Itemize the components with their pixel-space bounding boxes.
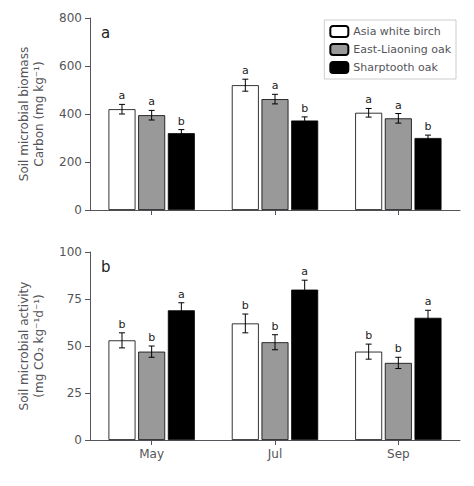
svg-text:a: a [242, 64, 249, 77]
svg-text:May: May [139, 447, 164, 461]
svg-text:100: 100 [59, 245, 82, 259]
svg-text:25: 25 [67, 386, 82, 400]
svg-text:a: a [178, 288, 185, 301]
svg-text:Jul: Jul [267, 447, 282, 461]
svg-text:b: b [101, 258, 111, 276]
svg-text:b: b [178, 115, 185, 128]
svg-text:b: b [118, 318, 125, 331]
svg-text:Sharptooth oak: Sharptooth oak [353, 61, 438, 74]
svg-text:b: b [148, 331, 155, 344]
svg-text:800: 800 [59, 11, 82, 25]
svg-text:(mg CO₂ kg⁻¹d⁻¹): (mg CO₂ kg⁻¹d⁻¹) [32, 294, 46, 397]
svg-text:b: b [425, 120, 432, 133]
svg-text:0: 0 [74, 433, 82, 447]
svg-text:b: b [301, 102, 308, 115]
svg-text:a: a [101, 24, 110, 42]
svg-text:b: b [272, 320, 279, 333]
svg-text:200: 200 [59, 155, 82, 169]
svg-text:b: b [242, 299, 249, 312]
svg-text:a: a [119, 89, 126, 102]
svg-text:400: 400 [59, 107, 82, 121]
svg-text:a: a [272, 79, 279, 92]
svg-text:600: 600 [59, 59, 82, 73]
svg-text:50: 50 [67, 339, 82, 353]
svg-text:East-Liaoning oak: East-Liaoning oak [353, 43, 451, 56]
svg-text:a: a [148, 95, 155, 108]
svg-text:a: a [425, 295, 432, 308]
svg-text:a: a [301, 265, 308, 278]
svg-text:Carbon (mg kg⁻¹): Carbon (mg kg⁻¹) [32, 61, 46, 166]
svg-text:Soil microbial biomass: Soil microbial biomass [17, 47, 31, 181]
svg-text:Asia white birch: Asia white birch [353, 25, 441, 38]
svg-text:75: 75 [67, 292, 82, 306]
svg-text:a: a [395, 99, 402, 112]
svg-text:b: b [395, 342, 402, 355]
svg-text:0: 0 [74, 203, 82, 217]
svg-text:a: a [365, 93, 372, 106]
svg-text:b: b [365, 329, 372, 342]
svg-text:Sep: Sep [387, 447, 410, 461]
svg-text:Soil microbial activity: Soil microbial activity [17, 282, 31, 411]
